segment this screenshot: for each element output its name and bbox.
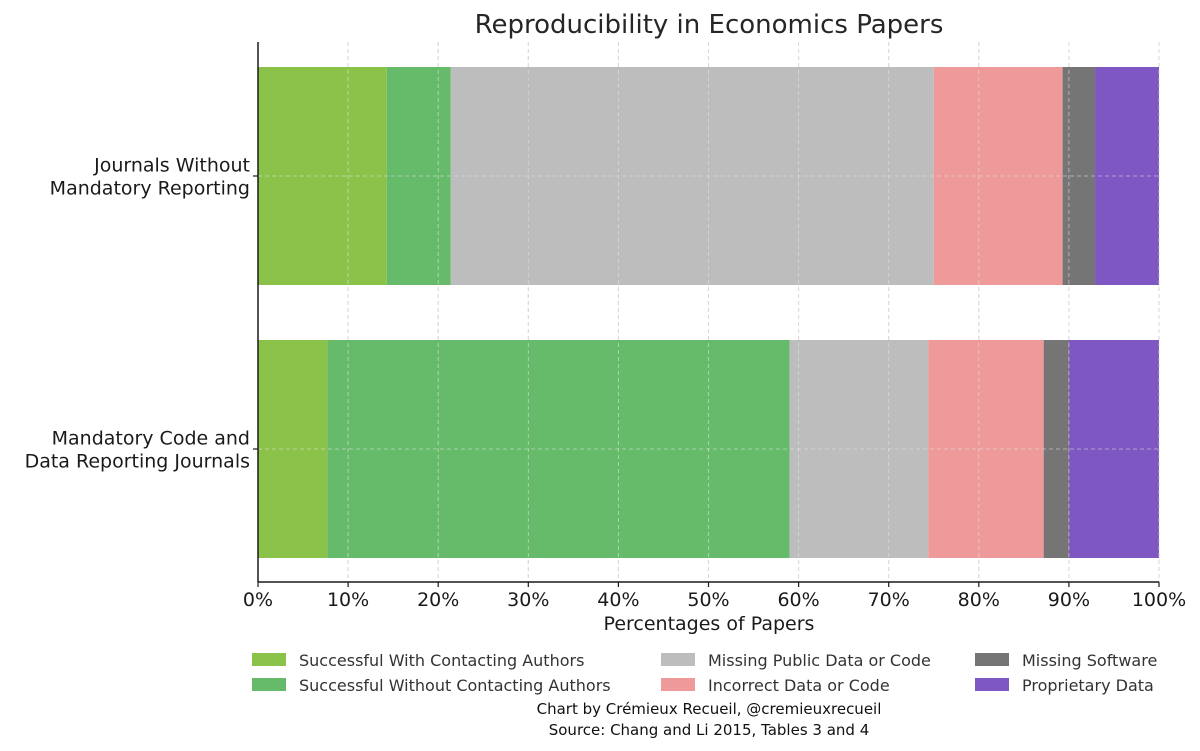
x-tick-label: 100% <box>1132 589 1186 611</box>
legend-swatch <box>975 653 1009 666</box>
legend: Successful With Contacting Authors Succes… <box>252 651 1157 695</box>
legend-swatch <box>661 653 695 666</box>
axes: 0% 10% 20% 30% 40% 50% 60% 70% 80% 90% 100% Journal… <box>25 42 1186 611</box>
x-tick-label: 30% <box>507 589 549 611</box>
x-axis-label: Percentages of Papers <box>604 613 815 635</box>
legend-label: Successful Without Contacting Authors <box>299 676 611 695</box>
legend-label: Successful With Contacting Authors <box>299 651 584 670</box>
legend-label: Missing Software <box>1022 651 1157 670</box>
x-tick-label: 0% <box>243 589 273 611</box>
legend-swatch <box>661 678 695 691</box>
category-label: Mandatory Reporting <box>50 178 250 200</box>
x-tick-label: 40% <box>597 589 639 611</box>
bar-segment <box>933 67 1063 285</box>
x-tick-label: 20% <box>417 589 459 611</box>
category-label: Mandatory Code and <box>52 428 250 450</box>
bar-segment <box>327 340 790 558</box>
bar-segment <box>789 340 929 558</box>
x-tick-label: 50% <box>687 589 729 611</box>
x-tick-label: 10% <box>327 589 369 611</box>
x-tick-label: 90% <box>1048 589 1090 611</box>
credits: Chart by Crémieux Recueil, @cremieuxrecu… <box>537 700 882 739</box>
legend-label: Proprietary Data <box>1022 676 1154 695</box>
x-tick-label: 60% <box>777 589 819 611</box>
chart-title: Reproducibility in Economics Papers <box>475 10 944 40</box>
x-tick-label: 70% <box>868 589 910 611</box>
legend-label: Incorrect Data or Code <box>708 676 890 695</box>
category-label: Data Reporting Journals <box>25 451 250 473</box>
bars <box>257 42 1160 582</box>
legend-swatch <box>975 678 1009 691</box>
x-tick-label: 80% <box>958 589 1000 611</box>
legend-label: Missing Public Data or Code <box>708 651 931 670</box>
category-label: Journals Without <box>93 155 250 177</box>
credit-line: Chart by Crémieux Recueil, @cremieuxrecu… <box>537 700 882 718</box>
credit-line: Source: Chang and Li 2015, Tables 3 and … <box>549 721 870 739</box>
legend-swatch <box>252 678 286 691</box>
legend-swatch <box>252 653 286 666</box>
